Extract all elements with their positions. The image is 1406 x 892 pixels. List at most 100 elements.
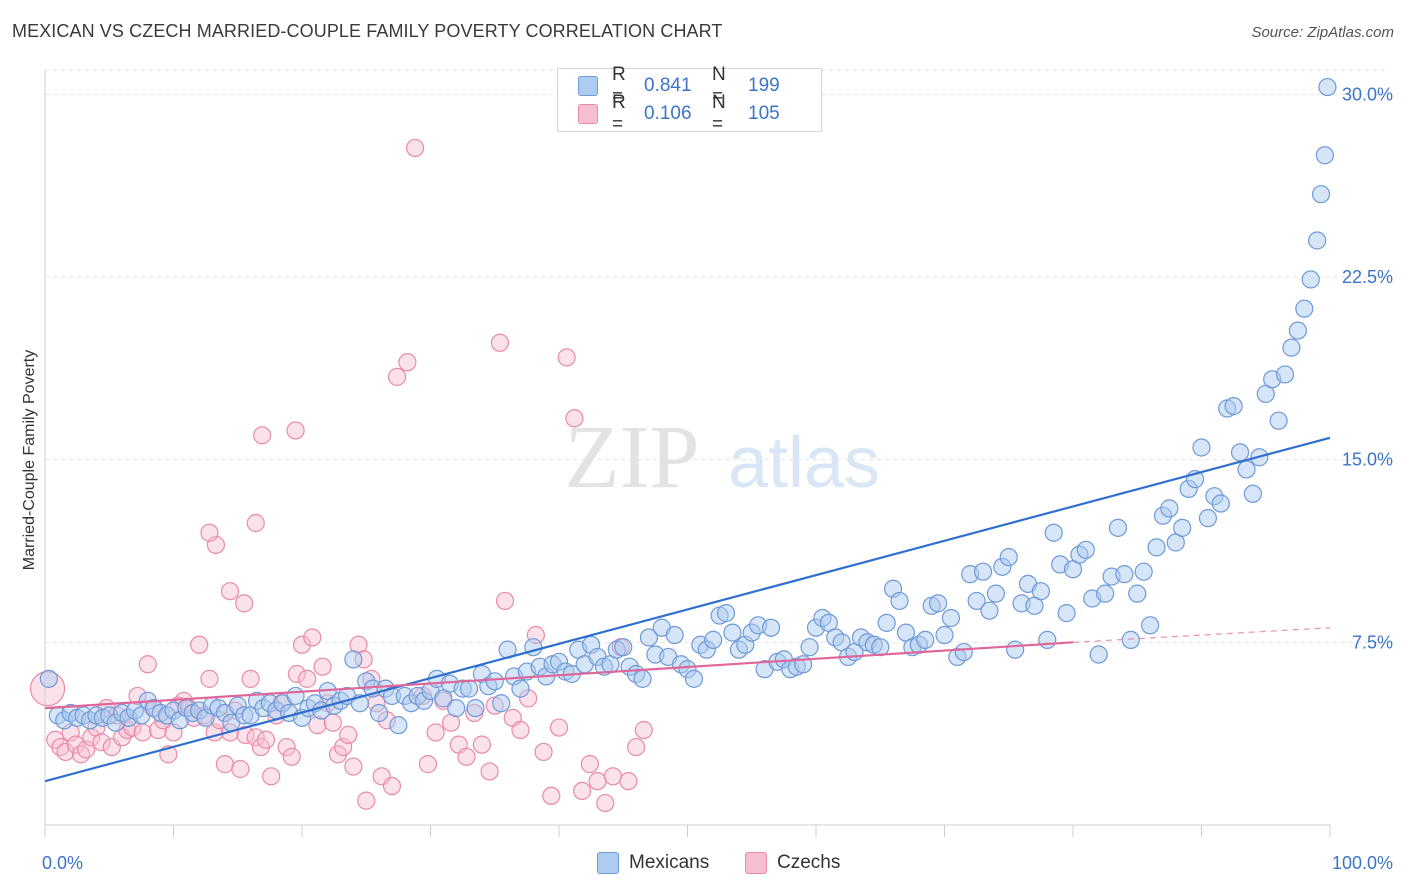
mexicans-point	[986, 584, 1006, 603]
mexicans-point	[1115, 565, 1134, 584]
mexicans-point	[1301, 270, 1320, 289]
czechs-point	[603, 767, 623, 786]
czechs-point	[557, 348, 576, 367]
czechs-point	[246, 513, 265, 533]
czechs-point	[282, 747, 301, 766]
czechs-point	[495, 591, 515, 611]
tick-labels: 7.5% 15.0% 22.5% 30.0% 0.0% 100.0%	[42, 84, 1393, 873]
czechs-point	[262, 767, 281, 786]
gridlines	[45, 69, 1390, 643]
mexicans-point	[447, 698, 466, 718]
legend-item-mexicans[interactable]: Mexicans	[597, 852, 709, 874]
mexicans-point	[39, 669, 58, 688]
mexicans-point	[1031, 582, 1050, 601]
czechs-point	[565, 409, 584, 428]
mexicans-point	[1173, 518, 1192, 537]
mexicans-point	[370, 703, 389, 723]
mexicans-point	[1318, 77, 1337, 97]
legend-item-czechs[interactable]: Czechs	[745, 852, 840, 874]
y-tick-label: 30.0%	[1342, 84, 1393, 104]
mexicans-point	[761, 618, 781, 637]
mexicans-point	[459, 679, 479, 698]
mexicans-point	[999, 547, 1018, 567]
mexicans-point	[614, 638, 633, 657]
mexicans-point	[1275, 365, 1295, 384]
legend-row-mexicans: R = 0.841 N = 199	[578, 64, 780, 107]
mexicans-point	[954, 642, 973, 662]
mexicans-point	[1134, 562, 1153, 581]
mexicans-point	[1295, 299, 1314, 318]
trend-lines	[44, 436, 1331, 783]
mexicans-point	[1160, 499, 1179, 518]
czechs-point	[231, 759, 250, 779]
mexicans-point	[916, 630, 935, 650]
mexicans-point	[1288, 321, 1307, 340]
mexicans-point	[704, 630, 723, 650]
mexicans-point	[639, 628, 659, 647]
czechs-point	[596, 793, 615, 813]
legend-r-label: R =	[612, 64, 626, 107]
legend-n-value: 105	[748, 103, 780, 124]
mexicans-point	[973, 562, 993, 581]
mexicans-point	[389, 716, 408, 735]
czechs-point	[626, 737, 646, 757]
mexicans-point	[466, 698, 485, 718]
czechs-trend-line	[44, 641, 1074, 710]
czechs-point	[588, 772, 607, 791]
mexicans-point	[1211, 494, 1230, 513]
mexicans-trend-line	[44, 436, 1331, 783]
czechs-point	[357, 791, 376, 810]
czechs-point	[190, 635, 209, 654]
czechs-point	[457, 747, 476, 766]
mexicans-point	[871, 638, 890, 657]
czechs-point	[542, 786, 561, 805]
mexicans-point	[935, 625, 954, 645]
mexicans-point	[1311, 185, 1331, 204]
czechs-point	[56, 742, 75, 762]
mexicans-point	[511, 679, 530, 698]
mexicans-point	[665, 625, 684, 645]
mexicans-point	[1006, 640, 1025, 659]
czechs-point	[200, 669, 219, 688]
czechs-trend-extension	[1072, 627, 1331, 643]
y-tick-label: 22.5%	[1342, 267, 1393, 287]
mexicans-point	[723, 623, 742, 642]
mexicans-point	[684, 669, 704, 688]
mexicans-point	[1096, 584, 1115, 603]
czechs-point	[277, 737, 296, 757]
czechs-point	[344, 757, 363, 776]
mexicans-point	[877, 613, 896, 632]
mexicans-point	[1044, 523, 1063, 542]
mexicans-point	[1128, 584, 1147, 603]
mexicans-point	[1057, 604, 1076, 623]
watermark-atlas: atlas	[728, 423, 880, 503]
czechs-point	[480, 762, 499, 781]
axes	[44, 70, 1331, 837]
czechs-point	[534, 742, 553, 762]
mexicans-point	[980, 601, 999, 620]
mexicans-point	[633, 669, 652, 688]
czechs-point	[71, 745, 91, 764]
mexicans-point	[1315, 146, 1334, 165]
mexicans-point	[928, 594, 948, 613]
mexicans-point	[1282, 338, 1301, 357]
y-tick-label: 7.5%	[1352, 632, 1393, 652]
mexicans-point	[800, 638, 819, 657]
x-tick-label: 100.0%	[1332, 853, 1393, 873]
mexicans-point	[1230, 443, 1250, 462]
czechs-point	[398, 353, 417, 372]
x-tick-label: 0.0%	[42, 853, 83, 873]
mexicans-point	[1308, 231, 1327, 250]
legend-n-label: N =	[712, 92, 726, 135]
czechs-point	[66, 735, 85, 754]
mexicans-point	[1076, 540, 1095, 559]
mexicans-point	[1269, 411, 1288, 430]
mexicans-point	[344, 650, 363, 669]
czechs-point	[200, 523, 219, 542]
legend-r-label: R =	[612, 92, 626, 135]
czechs-point	[580, 755, 599, 774]
czechs-point	[382, 776, 402, 796]
czechs-point	[286, 421, 305, 440]
czechs-point	[490, 333, 509, 352]
czechs-point	[51, 737, 70, 757]
